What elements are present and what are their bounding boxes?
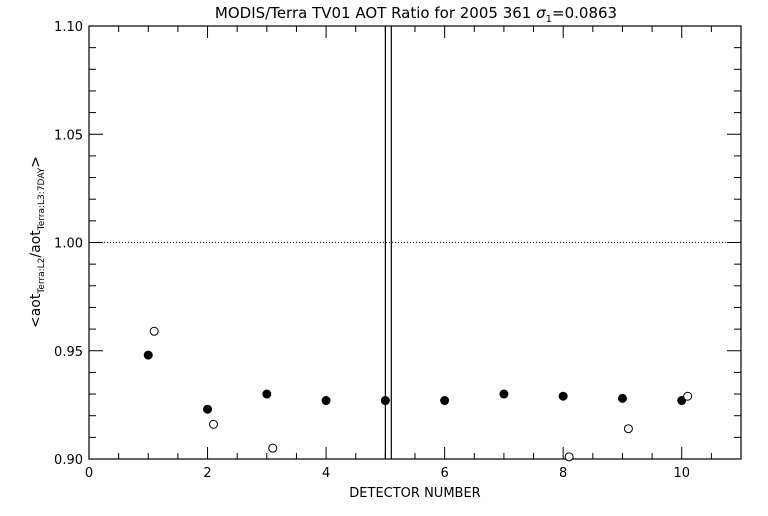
filled-data-point xyxy=(143,350,153,360)
y-tick-label: 1.00 xyxy=(54,237,83,252)
y-tick-label: 1.10 xyxy=(54,20,83,35)
plot-frame xyxy=(88,25,742,460)
y-tick-label: 0.90 xyxy=(54,453,83,468)
x-tick-label: 0 xyxy=(85,466,93,481)
open-data-point xyxy=(564,452,574,462)
open-data-point xyxy=(268,443,278,453)
filled-data-point xyxy=(321,396,331,406)
open-data-point xyxy=(149,326,159,336)
filled-data-point xyxy=(380,396,390,406)
filled-data-point xyxy=(203,404,213,414)
x-tick-label: 8 xyxy=(559,466,567,481)
open-data-point xyxy=(623,424,633,434)
filled-data-point xyxy=(558,391,568,401)
y-tick-label: 1.05 xyxy=(54,128,83,143)
filled-data-point xyxy=(677,396,687,406)
x-tick-label: 10 xyxy=(673,466,690,481)
filled-data-point xyxy=(499,389,509,399)
x-axis-label: DETECTOR NUMBER xyxy=(349,486,480,501)
y-tick-label: 0.95 xyxy=(54,345,83,360)
x-tick-label: 6 xyxy=(440,466,448,481)
open-data-point xyxy=(683,391,693,401)
open-data-point xyxy=(208,419,218,429)
chart-title: MODIS/Terra TV01 AOT Ratio for 2005 361 … xyxy=(215,4,617,25)
x-tick-label: 4 xyxy=(322,466,330,481)
filled-data-point xyxy=(440,396,450,406)
filled-data-point xyxy=(617,393,627,403)
filled-data-point xyxy=(262,389,272,399)
x-tick-label: 2 xyxy=(203,466,211,481)
y-axis-label: <aotTerra:L2/aotTerra:L3:7DAY> xyxy=(28,156,47,328)
